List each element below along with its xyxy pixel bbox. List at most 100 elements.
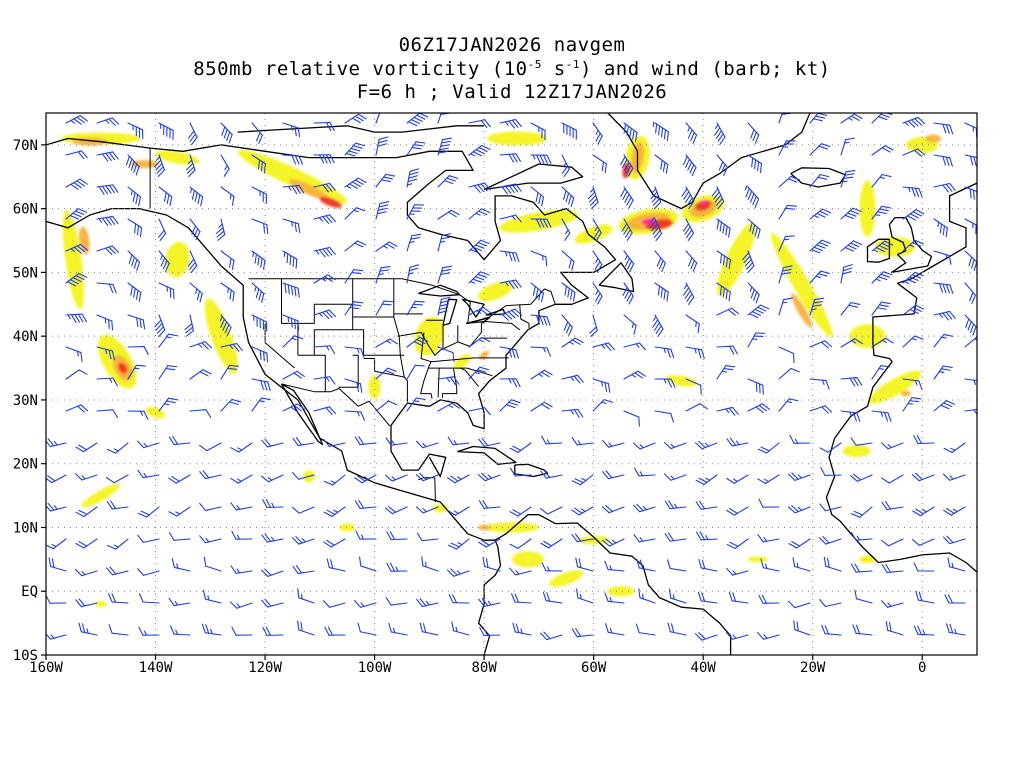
wind-barb [592,154,607,174]
lon-tick-label: 80W [471,660,497,676]
wind-barb [499,250,520,262]
wind-barb [96,245,120,256]
wind-barb [251,218,269,235]
wind-barb [509,538,532,549]
wind-barb [840,410,861,422]
wind-barb [282,218,301,234]
wind-barb [260,474,284,483]
wind-barb [96,346,115,361]
wind-barb [604,560,625,572]
wind-barb [375,300,394,316]
wind-barb [840,137,855,156]
wind-barb [220,186,235,206]
vorticity-contour [118,362,128,374]
vorticity-contour [577,536,610,545]
wind-barb [108,593,129,604]
wind-barb [323,506,346,517]
wind-barb [468,119,491,129]
wind-barb [840,264,853,284]
vorticity-contour [155,150,200,165]
wind-barb [663,473,687,481]
wind-barb [778,235,796,252]
vorticity-contour [791,293,813,329]
wind-barb [313,345,336,355]
wind-barb [809,270,830,284]
wind-barb [530,218,552,228]
title-exponent-1: -5 [527,58,542,71]
political-border [420,332,433,399]
wind-barb [78,622,98,636]
coastline [790,167,847,188]
wind-barb [437,376,460,386]
wind-barb [65,346,83,363]
vorticity-shading [60,131,942,607]
vorticity-contour [747,556,768,563]
vorticity-contour [94,600,107,607]
wind-barb [757,442,780,454]
wind-barb [406,300,425,316]
wind-barb [478,598,501,607]
wind-barb [620,154,634,177]
coastline [483,163,584,191]
wind-barb [499,399,521,412]
wind-barb [220,122,233,144]
wind-barb [448,594,470,604]
wind-barb [385,597,408,606]
wind-barb [125,154,140,176]
wind-barb [571,436,594,446]
wind-barb [65,272,88,287]
wind-barb [747,403,771,413]
vorticity-contour [130,160,159,169]
wind-barb [48,557,67,572]
wind-barb [871,365,891,380]
political-border [352,278,395,318]
wind-barb [447,436,470,446]
wind-barb [530,186,545,207]
axis-ticks: 160W 140W 120W 100W 80W 60W 40W 20W 0 70N 60N 50N 40… [13,138,927,676]
wind-barb [189,369,212,380]
lon-tick-label: 60W [581,660,607,676]
wind-barb [499,279,522,290]
wind-barb [478,538,501,548]
wind-barb [809,113,830,124]
lat-tick-label: 20N [13,457,38,473]
vorticity-contour [62,210,84,310]
wind-barb [65,178,88,190]
wind-barb [787,505,811,514]
lat-tick-label: 30N [13,393,38,409]
wind-barb [871,113,893,124]
wind-barb [189,282,203,303]
wind-barb [933,310,956,321]
wind-barb [778,265,793,284]
vorticity-contour [549,570,584,587]
wind-barb [809,405,833,414]
wind-barb [499,183,522,195]
political-border [519,304,530,328]
wind-barb [313,122,335,132]
wind-barb [106,474,129,484]
wind-barb [592,378,611,393]
wind-barb [189,341,213,350]
title-exponent-2: -1 [565,58,580,71]
wind-barb [840,338,863,348]
wind-barb [127,218,143,238]
wind-barb [292,471,315,480]
wind-barb [747,154,763,174]
wind-barb [419,622,439,636]
wind-barb [354,436,377,446]
coastline [477,539,502,655]
vorticity-contour [700,200,707,205]
wind-barb [530,282,544,303]
wind-barb [344,378,363,394]
wind-barb [447,474,470,484]
wind-barb [354,600,377,608]
wind-barb [601,504,625,514]
wind-barb [778,297,793,316]
wind-barb [852,624,873,636]
coastline [485,308,506,316]
wind-barb [539,631,563,641]
wind-barb [809,239,831,254]
wind-barb [313,406,336,415]
wind-barb [849,473,873,482]
political-border [297,323,326,392]
